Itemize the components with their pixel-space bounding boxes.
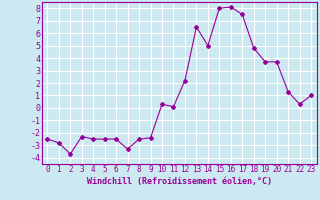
- X-axis label: Windchill (Refroidissement éolien,°C): Windchill (Refroidissement éolien,°C): [87, 177, 272, 186]
